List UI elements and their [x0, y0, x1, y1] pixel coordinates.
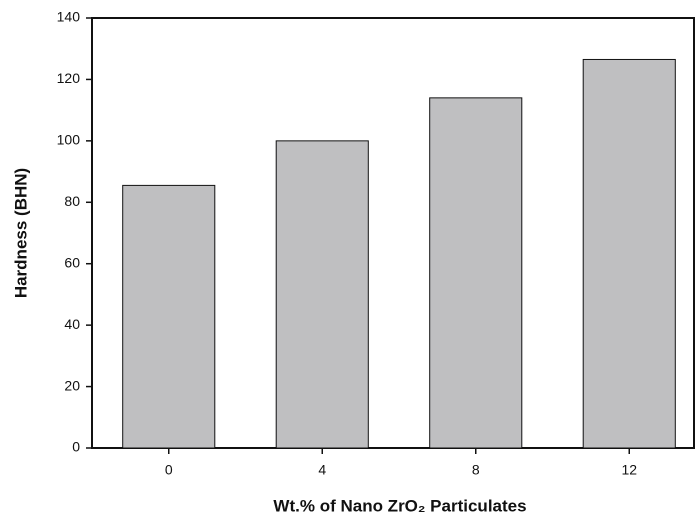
- bar: [582, 58, 676, 449]
- bar: [122, 184, 216, 449]
- y-tick-label: 120: [57, 70, 81, 86]
- bar: [275, 140, 369, 449]
- y-tick-label: 100: [57, 132, 81, 148]
- y-tick-label: 140: [57, 9, 81, 25]
- x-tick-label: 8: [472, 462, 480, 478]
- x-tick-label: 0: [165, 462, 173, 478]
- y-tick-label: 0: [72, 439, 80, 455]
- y-tick-label: 40: [64, 316, 80, 332]
- x-tick-label: 4: [318, 462, 326, 478]
- y-tick-label: 60: [64, 254, 80, 270]
- plot-frame: [91, 17, 695, 449]
- bar: [429, 97, 523, 449]
- x-tick-label: 12: [621, 462, 637, 478]
- y-axis-title: Hardness (BHN): [11, 168, 30, 298]
- y-tick-label: 80: [64, 193, 80, 209]
- x-axis-title: Wt.% of Nano ZrO₂ Particulates: [273, 496, 526, 515]
- y-tick-label: 20: [64, 377, 80, 393]
